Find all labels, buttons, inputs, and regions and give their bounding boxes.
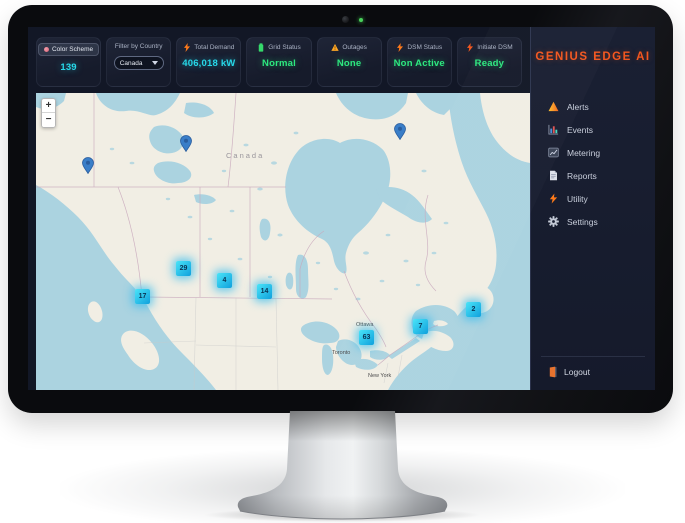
sidebar-item-label: Metering [567, 147, 601, 158]
card-total-demand: Total Demand 406,018 kW [176, 37, 242, 87]
gear-icon [548, 216, 559, 227]
map-pin-icon[interactable] [82, 157, 94, 175]
card-outages: Outages None [316, 37, 382, 87]
bolt-icon [549, 193, 558, 204]
sidebar-item-label: Utility [567, 193, 588, 204]
sidebar-item-label: Events [567, 124, 593, 135]
grid-status-value: Normal [262, 58, 296, 69]
topbar: Color Scheme 139 Filter by Country Canad… [36, 37, 522, 87]
sidebar-item-label: Reports [567, 170, 597, 181]
sidebar-item-settings[interactable]: Settings [531, 210, 655, 233]
document-icon [550, 170, 557, 181]
sidebar-item-label: Settings [567, 216, 598, 227]
cluster-marker[interactable]: 7 [413, 319, 428, 334]
zoom-out-button[interactable]: − [42, 113, 55, 127]
bolt-icon [184, 43, 191, 52]
initiate-dsm-label: Initiate DSM [477, 44, 513, 51]
dsm-status-label: DSM Status [407, 44, 443, 51]
battery-icon [258, 43, 264, 52]
card-grid-status: Grid Status Normal [246, 37, 312, 87]
cluster-marker[interactable]: 4 [217, 273, 232, 288]
stand-shading [237, 411, 448, 519]
card-color-scheme: Color Scheme 139 [36, 37, 102, 87]
sidebar-footer: Logout [531, 356, 655, 390]
sidebar: GENIUS EDGE AI Alerts Events Metering Re… [530, 27, 655, 390]
map-pin-icon[interactable] [180, 135, 192, 153]
chevron-down-icon [151, 61, 158, 65]
dsm-status-value: Non Active [393, 58, 445, 69]
sidebar-divider [541, 356, 645, 357]
cluster-marker[interactable]: 63 [359, 330, 374, 345]
bolt-icon [467, 43, 474, 52]
bolt-icon [397, 43, 404, 52]
sidebar-menu: Alerts Events Metering Reports Utility S… [531, 95, 655, 233]
canada-map[interactable]: Canada Ottawa Toronto New York 17 29 4 1… [36, 93, 530, 390]
color-scheme-button[interactable]: Color Scheme [37, 43, 100, 56]
sidebar-item-events[interactable]: Events [531, 118, 655, 141]
map-zoom-control: + − [41, 98, 56, 128]
alert-triangle-icon [548, 101, 559, 112]
zoom-in-button[interactable]: + [42, 99, 55, 113]
cluster-marker[interactable]: 14 [257, 284, 272, 299]
power-led [359, 18, 363, 22]
sidebar-item-metering[interactable]: Metering [531, 141, 655, 164]
filter-country-label: Filter by Country [114, 43, 163, 50]
color-scheme-value: 139 [60, 62, 77, 73]
sidebar-item-utility[interactable]: Utility [531, 187, 655, 210]
webcam-dot [342, 16, 349, 23]
sidebar-item-label: Alerts [567, 101, 589, 112]
cluster-marker[interactable]: 29 [176, 261, 191, 276]
outages-value: None [336, 58, 362, 69]
logout-door-icon [549, 366, 557, 378]
total-demand-label: Total Demand [194, 44, 235, 51]
cluster-marker[interactable]: 17 [135, 289, 150, 304]
total-demand-value: 406,018 kW [182, 58, 236, 69]
warning-triangle-icon [331, 43, 340, 51]
bar-chart-icon [548, 124, 559, 135]
meter-chart-icon [548, 147, 559, 158]
brand-logo: GENIUS EDGE AI [535, 51, 651, 63]
map-pin-icon[interactable] [394, 123, 406, 141]
monitor-stand [204, 411, 480, 522]
logout-label: Logout [564, 367, 590, 377]
card-initiate-dsm: Initiate DSM Ready [456, 37, 522, 87]
card-filter-country: Filter by Country Canada [106, 37, 172, 87]
sidebar-item-alerts[interactable]: Alerts [531, 95, 655, 118]
dashboard-screen: Color Scheme 139 Filter by Country Canad… [28, 27, 655, 390]
sidebar-item-reports[interactable]: Reports [531, 164, 655, 187]
palette-icon [43, 47, 49, 52]
country-select-value: Canada [119, 59, 143, 67]
initiate-dsm-value[interactable]: Ready [474, 58, 505, 69]
outages-label: Outages [342, 44, 367, 51]
cluster-marker[interactable]: 2 [466, 302, 481, 317]
main-panel: Color Scheme 139 Filter by Country Canad… [28, 27, 530, 390]
card-dsm-status: DSM Status Non Active [386, 37, 452, 87]
country-select[interactable]: Canada [113, 56, 164, 70]
basemap-svg [36, 93, 530, 390]
color-scheme-label: Color Scheme [51, 46, 94, 53]
stand-base-edge [239, 510, 446, 520]
logout-button[interactable]: Logout [531, 357, 655, 390]
grid-status-label: Grid Status [268, 44, 301, 51]
